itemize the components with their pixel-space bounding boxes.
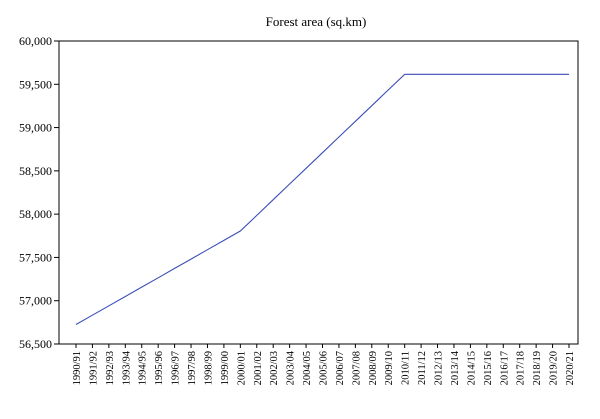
- x-tick-label: 1991/92: [88, 351, 99, 385]
- x-tick-label: 2002/03: [269, 351, 280, 385]
- x-tick-label: 2014/15: [466, 351, 477, 385]
- x-tick-label: 1996/97: [171, 351, 182, 385]
- y-tick-label: 56,500: [19, 337, 52, 351]
- y-tick-label: 57,500: [19, 250, 52, 264]
- x-tick-label: 2015/16: [483, 351, 494, 385]
- plot-area-frame: [58, 40, 579, 345]
- x-tick-label: 1999/00: [220, 351, 231, 385]
- x-tick-label: 2004/05: [302, 351, 313, 385]
- x-tick-label: 2016/17: [499, 351, 510, 385]
- x-tick-label: 2010/11: [401, 351, 412, 385]
- y-tick-label: 57,000: [19, 294, 52, 308]
- x-tick-label: 2000/01: [236, 351, 247, 385]
- y-tick-label: 60,000: [19, 34, 52, 48]
- x-axis: 1990/91 1991/92 1992/93 1993/94 1994/95 1995/…: [72, 344, 576, 385]
- x-tick-label: 2019/20: [549, 351, 560, 385]
- x-tick-label: 2020/21: [565, 351, 576, 385]
- x-tick-label: 2005/06: [319, 351, 330, 385]
- x-tick-label: 1992/93: [105, 351, 116, 385]
- x-tick-label: 2007/08: [351, 351, 362, 385]
- chart-title: Forest area (sq.km): [266, 14, 367, 29]
- series-line-0: [75, 73, 569, 325]
- y-tick-label: 59,500: [19, 77, 52, 91]
- x-tick-label: 1990/91: [72, 351, 83, 385]
- series-layer: [75, 73, 569, 325]
- y-tick-label: 59,000: [19, 121, 52, 135]
- x-tick-label: 2013/14: [450, 350, 461, 385]
- x-tick-label: 1993/94: [121, 350, 132, 385]
- x-tick-label: 1998/99: [203, 351, 214, 385]
- x-tick-label: 2018/19: [532, 351, 543, 385]
- x-tick-label: 2011/12: [417, 351, 428, 385]
- x-tick-label: 2017/18: [516, 351, 527, 385]
- y-axis: 56,500 57,000 57,500 58,000 58,500 59,000 59,5…: [19, 34, 59, 351]
- x-tick-label: 1997/98: [187, 351, 198, 385]
- y-tick-label: 58,500: [19, 164, 52, 178]
- x-tick-label: 2008/09: [368, 351, 379, 385]
- x-tick-label: 1995/96: [154, 351, 165, 385]
- y-tick-label: 58,000: [19, 207, 52, 221]
- x-tick-label: 1994/95: [138, 351, 149, 385]
- x-tick-label: 2003/04: [286, 350, 297, 385]
- x-tick-label: 2012/13: [434, 351, 445, 385]
- x-tick-label: 2009/10: [384, 351, 395, 385]
- x-tick-label: 2001/02: [253, 351, 264, 385]
- x-tick-label: 2006/07: [335, 351, 346, 385]
